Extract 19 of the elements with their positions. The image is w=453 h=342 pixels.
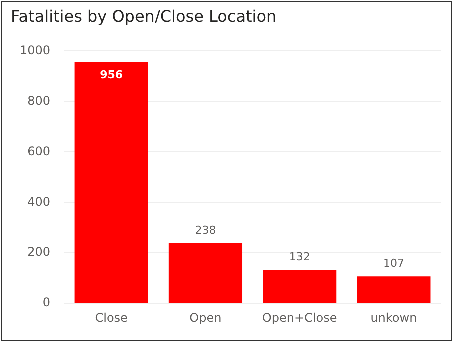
x-tick-label: Open+Close (262, 310, 338, 325)
y-tick-label: 400 (28, 194, 51, 209)
y-tick-label: 0 (42, 296, 51, 310)
x-tick-label: Close (95, 310, 128, 325)
y-tick-label: 800 (28, 94, 51, 108)
data-label: 956 (100, 68, 124, 82)
y-tick-label: 1000 (20, 43, 51, 58)
data-label: 238 (195, 224, 216, 237)
bar (168, 244, 243, 304)
x-tick-label: unkown (370, 310, 418, 325)
bar (263, 270, 337, 304)
y-tick-label: 600 (28, 144, 51, 158)
chart-title: Fatalities by Open/Close Location (11, 7, 277, 26)
bar (74, 62, 148, 304)
data-label: 132 (289, 250, 310, 264)
bar (357, 276, 431, 304)
y-tick-label: 200 (28, 245, 51, 260)
x-tick-label: Open (190, 310, 222, 325)
data-label: 107 (383, 256, 404, 270)
